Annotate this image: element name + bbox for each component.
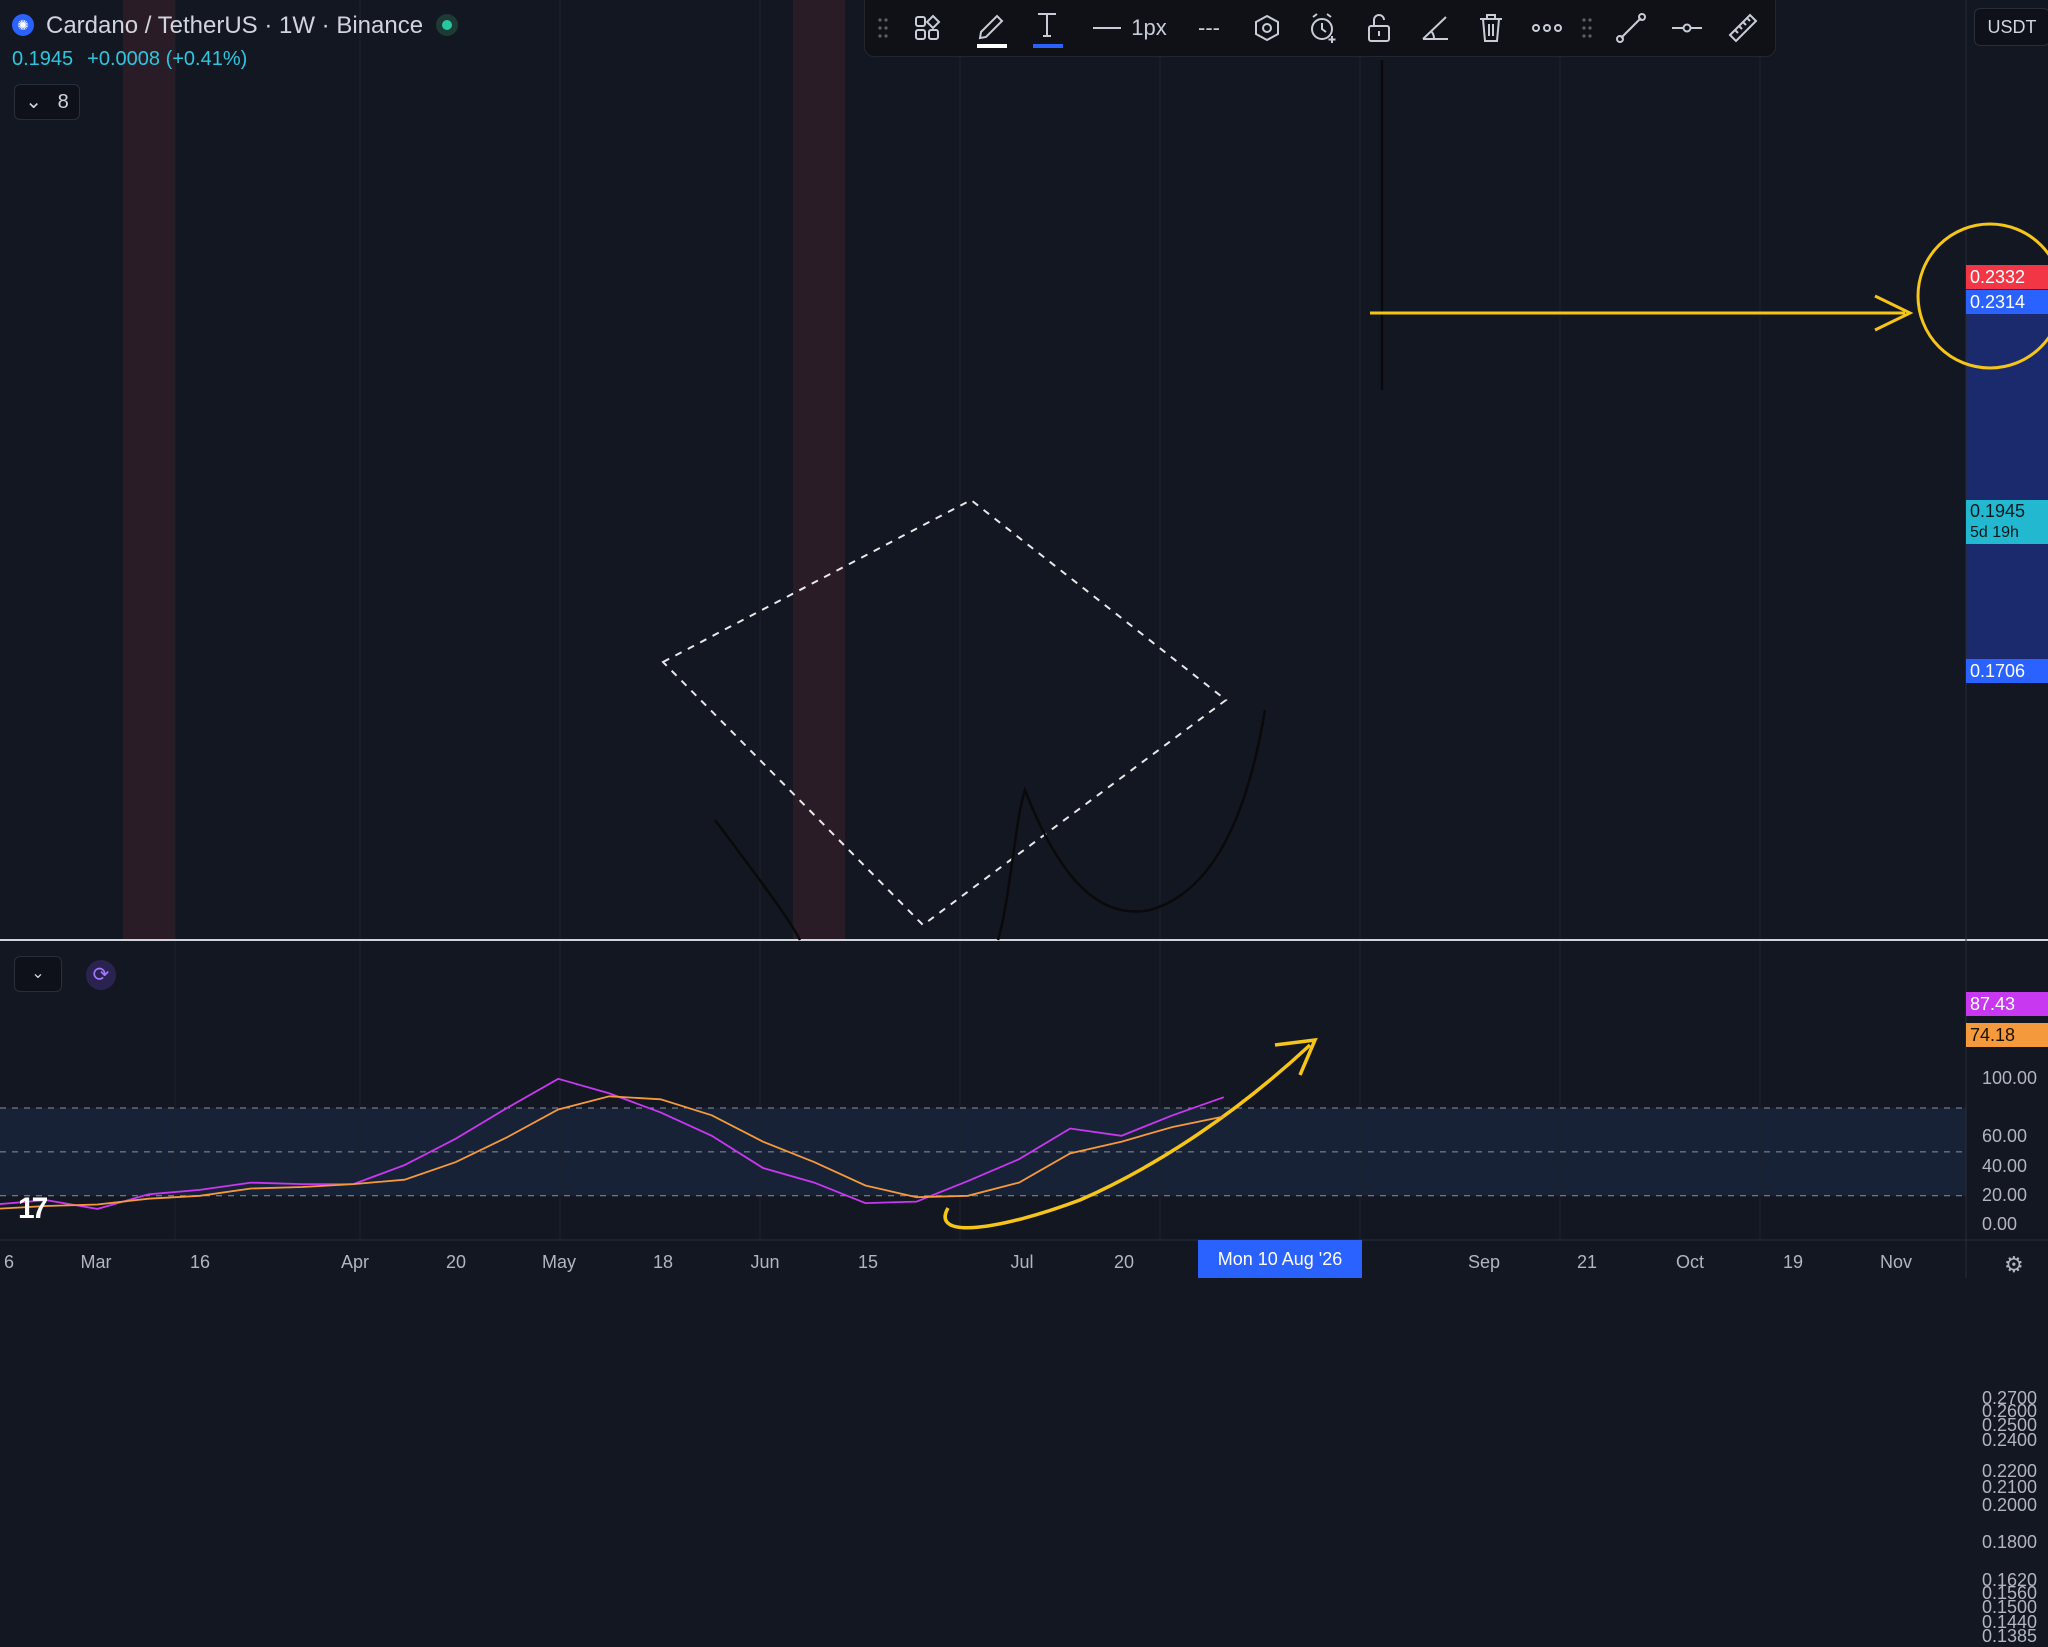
unlock-icon[interactable]	[1357, 0, 1401, 56]
alert-add-icon[interactable]	[1301, 0, 1345, 56]
settings-icon[interactable]: ⚙	[2004, 1252, 2024, 1277]
tradingview-logo[interactable]: 17	[18, 1192, 48, 1225]
price-tag-red: 0.2332	[1966, 265, 2048, 289]
templates-icon[interactable]	[905, 0, 949, 56]
time-axis-label: Oct	[1675, 1252, 1705, 1272]
currency-selector[interactable]: USDT	[1974, 8, 2048, 46]
time-axis-label: Apr	[340, 1252, 370, 1272]
ruler-icon[interactable]	[1721, 0, 1765, 56]
stoch-d-line	[0, 1095, 1224, 1210]
oscillator-collapse-button[interactable]: ⌄	[14, 956, 62, 992]
time-axis-label: 20	[445, 1252, 467, 1272]
line-width-label: 1px	[1131, 15, 1167, 40]
horizontal-line-icon[interactable]	[1665, 0, 1709, 56]
price-axis-tick: 0.1385	[1982, 1625, 2038, 1646]
price-tag-last: 0.1945	[1966, 500, 2048, 522]
oscillator-axis-tick: 40.00	[1982, 1155, 2028, 1176]
trash-icon[interactable]	[1469, 0, 1513, 56]
angle-icon[interactable]	[1413, 0, 1457, 56]
oscillator-axis-tick: 60.00	[1982, 1126, 2028, 1147]
price-tag-measure-top: 0.2314	[1966, 290, 2048, 314]
time-axis-label: Jul	[1010, 1252, 1034, 1272]
text-icon[interactable]	[1025, 0, 1069, 56]
more-icon[interactable]	[1525, 0, 1569, 56]
price-change: +0.0008 (+0.41%)	[87, 48, 248, 70]
indicators-count: 8	[57, 91, 69, 113]
oscillator-axis-tick: 0.00	[1982, 1214, 2018, 1234]
refresh-icon[interactable]: ⟳	[86, 960, 116, 990]
time-axis-label: Nov	[1879, 1252, 1913, 1272]
price-axis-tick: 0.2000	[1982, 1494, 2038, 1515]
price-tag-measure-bottom: 0.1706	[1966, 659, 2048, 683]
line-width-selector[interactable]: 1px	[1085, 0, 1175, 56]
time-axis-label: 6	[4, 1252, 15, 1272]
chart-canvas[interactable]	[0, 0, 2048, 1278]
chart-header: ✺ Cardano / TetherUS · 1W · Binance 0.19…	[0, 0, 900, 70]
price-axis-tick: 0.1800	[1982, 1532, 2038, 1553]
time-axis-label: 20	[1113, 1252, 1135, 1272]
line-style-selector[interactable]: ---	[1187, 0, 1231, 56]
momentum-arrow	[943, 1043, 1312, 1230]
market-status-icon[interactable]	[436, 14, 458, 36]
indicators-toggle-button[interactable]: ⌄ 8	[14, 84, 80, 120]
target-circle	[1916, 222, 2048, 370]
trend-line-icon[interactable]	[1609, 0, 1653, 56]
hand-drawn-curve	[996, 709, 1267, 941]
chevron-down-icon: ⌄	[25, 91, 43, 113]
cardano-icon: ✺	[12, 14, 34, 36]
bar-countdown: 5d 19h	[1966, 522, 2048, 544]
drag-handle-icon[interactable]	[873, 0, 893, 56]
time-axis-label: 21	[1576, 1252, 1598, 1272]
time-axis-label: 16	[189, 1252, 211, 1272]
stoch-k-line	[0, 1077, 1225, 1210]
session-highlight	[123, 0, 175, 940]
stoch-k-tag: 87.43	[1966, 992, 2048, 1016]
line-style-label: ---	[1198, 15, 1220, 40]
hand-drawn-curve	[713, 819, 802, 941]
time-axis-label: Jun	[750, 1252, 780, 1272]
crosshair-date-label: Mon 10 Aug '26	[1198, 1240, 1362, 1278]
time-axis-label: 19	[1782, 1252, 1804, 1272]
last-price: 0.1945	[12, 48, 74, 70]
pencil-icon[interactable]	[969, 0, 1013, 56]
stoch-d-tag: 74.18	[1966, 1023, 2048, 1047]
time-axis-label: Mar	[80, 1252, 112, 1272]
price-axis-tick: 0.2400	[1982, 1429, 2038, 1450]
drag-handle-icon[interactable]	[1577, 0, 1597, 56]
drawing-toolbar: 1px ---	[864, 0, 1776, 57]
oscillator-axis-tick: 20.00	[1982, 1184, 2028, 1205]
ohlc-readout: 0.1945 +0.0008 (+0.41%)	[12, 48, 247, 71]
measure-range-highlight	[1966, 270, 2048, 680]
oscillator-axis-tick: 100.00	[1982, 1067, 2038, 1088]
chevron-down-icon: ⌄	[31, 965, 45, 982]
session-highlight	[793, 0, 845, 940]
settings-hex-icon[interactable]	[1245, 0, 1289, 56]
time-axis-label: Sep	[1467, 1252, 1501, 1272]
time-axis-label: May	[541, 1252, 577, 1272]
arrow-head	[1274, 1037, 1318, 1076]
diamond-pattern	[661, 498, 1228, 927]
time-axis-label: 18	[652, 1252, 674, 1272]
arrow-head	[1874, 294, 1914, 332]
time-axis-label: 15	[857, 1252, 879, 1272]
symbol-title[interactable]: Cardano / TetherUS · 1W · Binance	[46, 12, 424, 39]
